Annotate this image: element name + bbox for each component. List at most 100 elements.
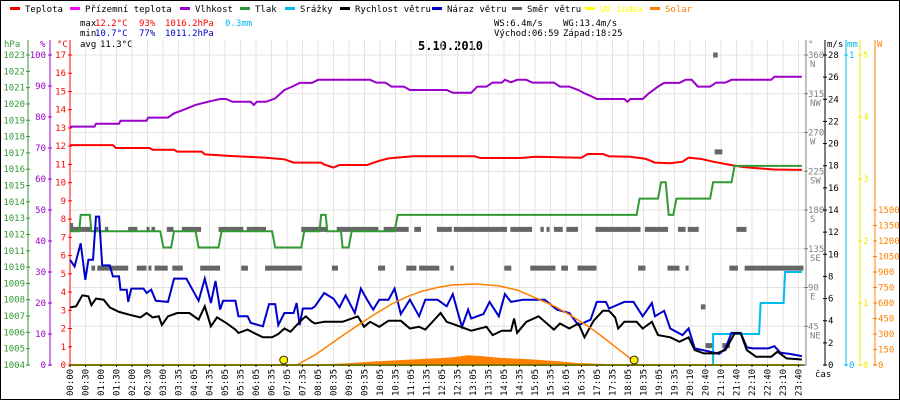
hpa-tick-label: 1013	[3, 214, 25, 224]
pct-tick-label: 60	[35, 175, 46, 185]
legend-label: Tlak	[255, 5, 277, 15]
pct-tick-label: 50	[35, 206, 46, 216]
wind-direction-mark	[91, 265, 96, 271]
x-tick-label: 22:40	[764, 369, 774, 396]
legend-swatch	[340, 7, 350, 10]
degc-tick-label: 14	[55, 106, 66, 116]
degc-tick-label: 16	[55, 69, 66, 79]
wind-direction-mark	[136, 265, 147, 271]
degc-tick-label: 0	[61, 361, 66, 371]
chart-title: 5.10.2010	[418, 39, 483, 53]
ms-tick-label: 12	[828, 228, 839, 238]
x-tick-label: 17:35	[609, 369, 619, 396]
degc-tick-label: 5	[61, 270, 66, 280]
x-tick-label: 11:05	[407, 369, 417, 396]
hpa-tick-label: 1009	[3, 279, 25, 289]
x-tick-label: 21:40	[733, 369, 743, 396]
w-tick-label: 0	[878, 361, 883, 371]
x-tick-label: 20:40	[702, 369, 712, 396]
wind-direction-mark	[566, 226, 579, 232]
deg-tick-label: 270	[808, 129, 824, 139]
wind-direction-mark	[241, 265, 248, 271]
mm-axis-unit: mm	[847, 40, 858, 50]
wind-direction-mark	[70, 226, 92, 232]
x-tick-label: 09:05	[345, 369, 355, 396]
wind-direction-mark	[638, 265, 646, 271]
legend-label: Směr větru	[527, 5, 581, 15]
ms-tick-label: 14	[828, 206, 839, 216]
legend-label: Srážky	[300, 5, 333, 15]
x-tick-label: 07:05	[283, 369, 293, 396]
degc-tick-label: 4	[61, 288, 66, 298]
legend-swatch	[180, 7, 190, 10]
wind-direction-mark	[744, 265, 804, 271]
x-tick-label: 21:10	[717, 369, 727, 396]
ms-tick-label: 26	[828, 73, 839, 83]
ms-tick-label: 10	[828, 250, 839, 260]
deg-axis-unit: °	[808, 40, 813, 50]
wind-direction-mark	[685, 265, 689, 271]
legend-swatch	[650, 7, 660, 10]
mm-tick-label: 0	[849, 361, 854, 371]
legend-label: Náraz větru	[447, 5, 507, 15]
series-solar-area	[296, 355, 637, 365]
uv-tick-label: 4	[863, 113, 868, 123]
x-tick-label: 17:05	[593, 369, 603, 396]
axes: hPa1004100510061007100810091010101110121…	[3, 40, 900, 371]
x-tick-label: 04:05	[190, 369, 200, 396]
wind-direction-mark	[577, 265, 597, 271]
x-tick-label: 13:05	[469, 369, 479, 396]
wind-direction-mark	[540, 226, 544, 232]
wind-direction-mark	[301, 226, 327, 232]
ms-tick-label: 22	[828, 117, 839, 127]
wind-direction-mark	[561, 265, 568, 271]
wind-direction-mark	[504, 265, 512, 271]
deg-tick-label: 360	[808, 51, 824, 61]
ms-tick-label: 0	[828, 361, 833, 371]
legend-swatch	[240, 7, 250, 10]
w-tick-label: 1200	[878, 237, 900, 247]
rain-total: 0.3mm	[225, 19, 252, 29]
series-rychlost-v-tru-line	[69, 294, 802, 361]
wind-direction-mark	[436, 226, 452, 232]
degc-tick-label: 2	[61, 325, 66, 335]
x-tick-label: 08:05	[314, 369, 324, 396]
wind-direction-mark	[736, 226, 747, 232]
wind-direction-mark	[595, 226, 641, 232]
ms-axis-unit: m/s	[827, 40, 843, 50]
w-tick-label: 450	[878, 315, 894, 325]
uv-tick-label: 2	[863, 237, 868, 247]
x-tick-label: 09:35	[361, 369, 371, 396]
x-tick-label: 01:30	[113, 369, 123, 396]
min-label: min	[80, 29, 96, 39]
w-tick-label: 1350	[878, 222, 900, 232]
x-tick-label: 18:35	[640, 369, 650, 396]
pct-tick-label: 90	[35, 82, 46, 92]
wind-gust-max: WG:13.4m/s	[563, 19, 617, 29]
x-tick-label: 04:35	[206, 369, 216, 396]
wind-direction-mark	[687, 226, 699, 232]
legend-swatch	[70, 7, 80, 10]
x-tick-label: 01:00	[97, 369, 107, 396]
pct-tick-label: 80	[35, 113, 46, 123]
ms-tick-label: 28	[828, 51, 839, 61]
x-tick-label: 00:00	[66, 369, 76, 396]
wind-direction-mark	[450, 265, 454, 271]
wind-direction-mark	[95, 226, 99, 232]
wind-direction-mark	[677, 226, 686, 232]
wind-direction-mark	[419, 265, 440, 271]
deg-tick-label: 225	[808, 167, 824, 177]
x-tick-label: 07:35	[299, 369, 309, 396]
x-tick-label: 05:35	[237, 369, 247, 396]
hpa-tick-label: 1014	[3, 198, 25, 208]
wind-direction-mark	[331, 265, 338, 271]
x-tick-label: 02:00	[128, 369, 138, 396]
hpa-tick-label: 1008	[3, 296, 25, 306]
wind-direction-mark	[530, 265, 556, 271]
w-tick-label: 750	[878, 284, 894, 294]
compass-label: S	[810, 215, 815, 225]
wind-direction-mark	[336, 226, 379, 232]
degc-tick-label: 10	[55, 179, 66, 189]
x-tick-label: 12:05	[438, 369, 448, 396]
